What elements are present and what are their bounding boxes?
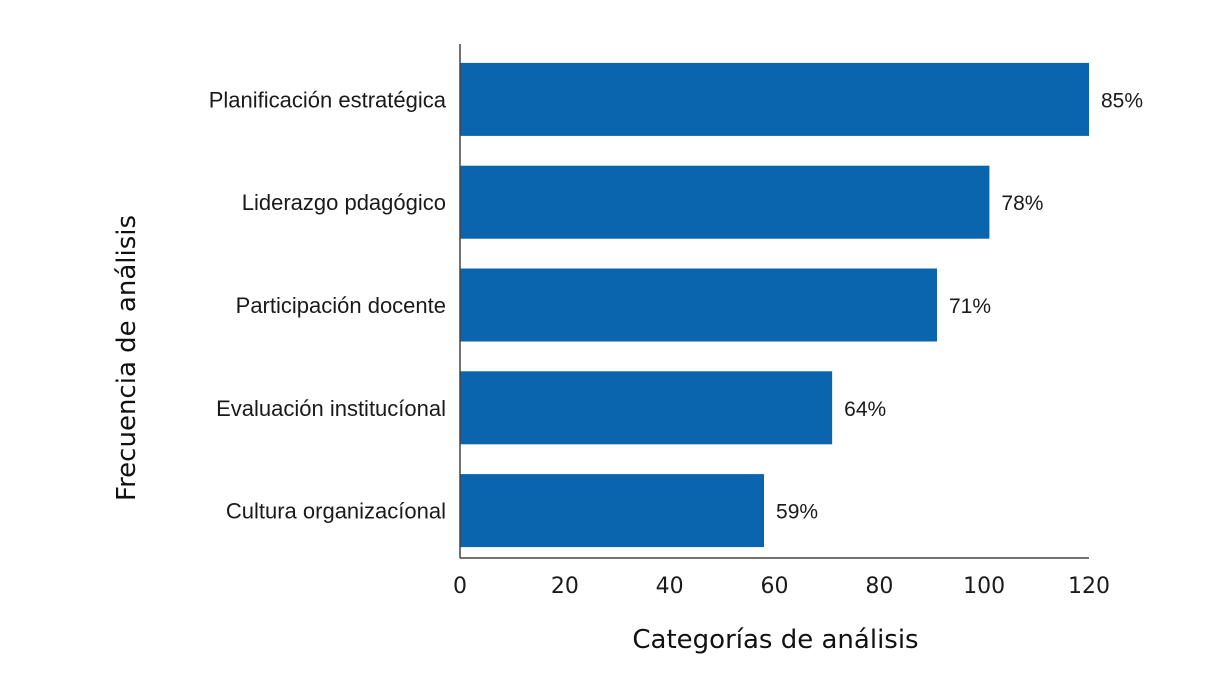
x-tick-label: 20: [551, 574, 579, 599]
x-axis-title: Categorías de análisis: [632, 625, 918, 655]
bar-4: [460, 371, 833, 445]
data-label: 64%: [844, 398, 886, 421]
category-label: Liderazgo pdagógico: [242, 190, 446, 215]
y-axis-title: Frecuencia de análisis: [112, 215, 142, 501]
bar-1: [460, 62, 1089, 136]
value-labels: 85% 78% 71% 64% 59%: [776, 89, 1143, 523]
bar-3: [460, 268, 937, 342]
x-tick-labels: 0 20 40 60 80 100 120: [453, 574, 1110, 599]
x-tick-label: 0: [453, 574, 467, 599]
x-tick-label: 60: [761, 574, 789, 599]
category-label: Cultura organizacíonal: [226, 499, 446, 524]
bars-group: [460, 62, 1089, 548]
data-label: 85%: [1101, 89, 1143, 112]
data-label: 71%: [949, 295, 991, 318]
category-labels: Planificación estratégica Liderazgo pdagó…: [209, 87, 447, 523]
x-tick-label: 40: [656, 574, 684, 599]
category-label: Evaluación institucíonal: [216, 396, 446, 421]
category-label: Planificación estratégica: [209, 87, 447, 112]
data-label: 78%: [1001, 192, 1043, 215]
x-tick-label: 100: [963, 574, 1005, 599]
bar-5: [460, 474, 765, 548]
bar-2: [460, 165, 990, 239]
category-label: Participación docente: [236, 293, 446, 318]
x-tick-label: 80: [865, 574, 893, 599]
data-label: 59%: [776, 501, 818, 524]
x-tick-label: 120: [1068, 574, 1110, 599]
